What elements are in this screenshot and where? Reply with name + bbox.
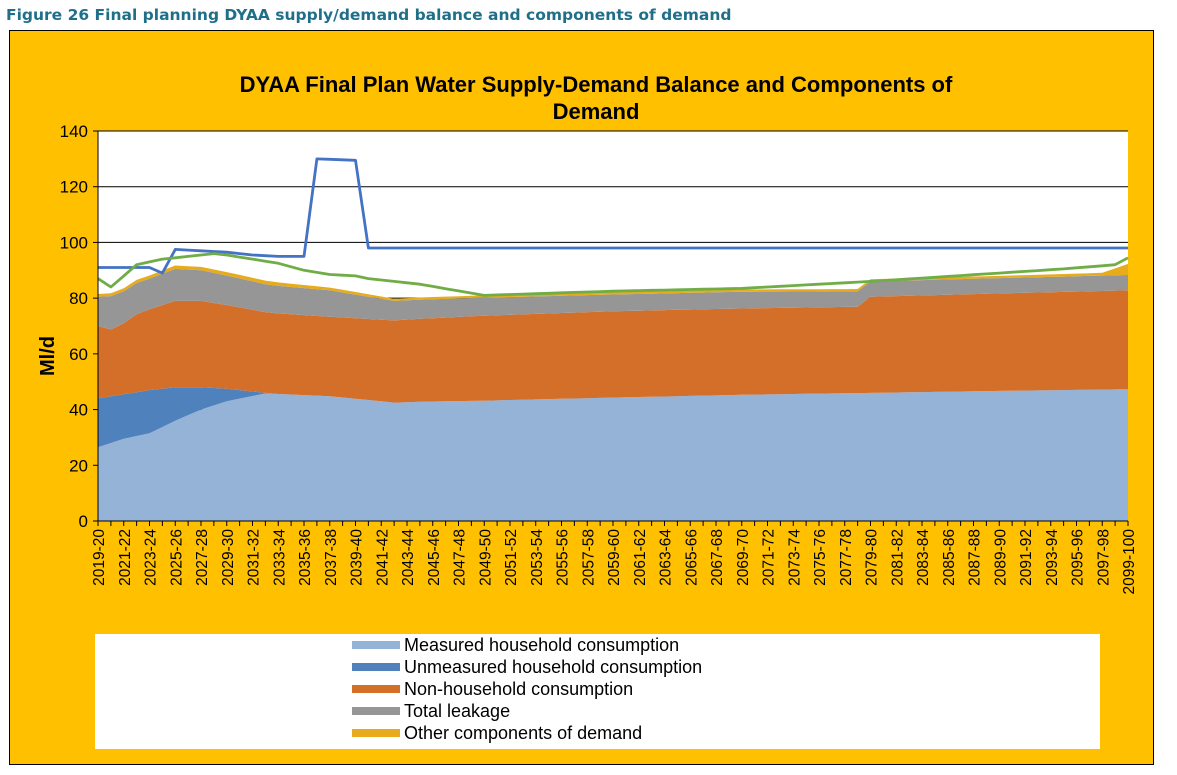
x-tick-label: 2047-48 (452, 529, 469, 586)
legend-swatch-unmeasured (352, 663, 400, 671)
x-tick-label: 2093-94 (1044, 529, 1061, 586)
x-tick-label: 2095-96 (1070, 529, 1087, 586)
x-tick-label: 2073-74 (786, 529, 803, 586)
x-tick-label: 2089-90 (992, 529, 1009, 586)
x-tick-label: 2021-22 (117, 529, 134, 586)
legend-label-leakage: Total leakage (404, 701, 510, 721)
x-tick-label: 2083-84 (915, 529, 932, 586)
x-tick-label: 2097-98 (1095, 529, 1112, 586)
x-tick-label: 2099-100 (1121, 529, 1138, 595)
x-tick-label: 2079-80 (864, 529, 881, 586)
x-tick-label: 2069-70 (735, 529, 752, 586)
legend: Measured household consumptionUnmeasured… (352, 635, 702, 743)
x-tick-label: 2043-44 (400, 529, 417, 586)
x-tick-label: 2045-46 (426, 529, 443, 586)
y-tick-label: 120 (60, 178, 88, 197)
x-tick-label: 2057-58 (580, 529, 597, 586)
area-non_household (98, 290, 1128, 403)
y-tick-label: 80 (69, 289, 88, 308)
legend-swatch-leakage (352, 707, 400, 715)
x-tick-label: 2085-86 (941, 529, 958, 586)
area-measured (98, 389, 1128, 521)
x-tick-label: 2063-64 (658, 529, 675, 586)
legend-label-non_household: Non-household consumption (404, 679, 633, 699)
line-supply_line (98, 157, 1128, 275)
x-tick-label: 2025-26 (168, 529, 185, 586)
x-tick-label: 2077-78 (838, 529, 855, 586)
area-series (98, 263, 1128, 521)
y-tick-labels: 0 20 40 60 80 100 120 140 (60, 122, 88, 531)
chart-svg: DYAA Final Plan Water Supply-Demand Bala… (37, 72, 1138, 749)
x-tick-label: 2041-42 (374, 529, 391, 586)
y-tick-label: 60 (69, 345, 88, 364)
x-tick-label: 2031-32 (246, 529, 263, 586)
legend-box (95, 634, 1100, 749)
x-tick-label: 2055-56 (555, 529, 572, 586)
x-tick-label: 2019-20 (91, 529, 108, 586)
x-tick-label: 2033-34 (271, 529, 288, 586)
legend-label-other: Other components of demand (404, 723, 642, 743)
x-tick-label: 2059-60 (606, 529, 623, 586)
x-tick-label: 2035-36 (297, 529, 314, 586)
legend-swatch-other (352, 729, 400, 737)
x-tick-label: 2091-92 (1018, 529, 1035, 586)
area-leakage (98, 268, 1128, 330)
legend-label-measured: Measured household consumption (404, 635, 679, 655)
area-unmeasured (98, 387, 1128, 448)
x-tick-label: 2029-30 (220, 529, 237, 586)
area-other (98, 263, 1128, 301)
y-tick-label: 0 (79, 512, 88, 531)
x-tick-label: 2037-38 (323, 529, 340, 586)
y-tick-label: 40 (69, 401, 88, 420)
x-tick-label: 2061-62 (632, 529, 649, 586)
figure-caption: Figure 26 Final planning DYAA supply/dem… (6, 6, 732, 24)
line-total_line (97, 252, 1129, 297)
x-tick-label: 2081-82 (889, 529, 906, 586)
x-tick-label: 2075-76 (812, 529, 829, 586)
chart-title-line-2: Demand (553, 99, 640, 124)
legend-swatch-non_household (352, 685, 400, 693)
legend-label-unmeasured: Unmeasured household consumption (404, 657, 702, 677)
x-tick-label: 2071-72 (761, 529, 778, 586)
x-tick-label: 2051-52 (503, 529, 520, 586)
x-tick-label: 2065-66 (683, 529, 700, 586)
x-tick-label: 2023-24 (143, 529, 160, 586)
x-tick-label: 2067-68 (709, 529, 726, 586)
chart-title-line-1: DYAA Final Plan Water Supply-Demand Bala… (240, 72, 953, 97)
x-tick-label: 2053-54 (529, 529, 546, 586)
x-tick-label: 2049-50 (477, 529, 494, 586)
y-tick-label: 100 (60, 233, 88, 252)
x-tick-label: 2027-28 (194, 529, 211, 586)
x-tick-labels: 2019-20 2021-22 2023-24 2025-26 2027-28 2029-… (91, 529, 1138, 595)
x-tick-label: 2039-40 (349, 529, 366, 586)
y-tick-label: 20 (69, 456, 88, 475)
legend-swatch-measured (352, 641, 400, 649)
axes (93, 130, 1129, 526)
line-series (97, 157, 1129, 297)
y-axis-label: Ml/d (37, 336, 59, 376)
y-tick-label: 140 (60, 122, 88, 141)
chart-frame: DYAA Final Plan Water Supply-Demand Bala… (9, 30, 1154, 765)
x-tick-label: 2087-88 (967, 529, 984, 586)
